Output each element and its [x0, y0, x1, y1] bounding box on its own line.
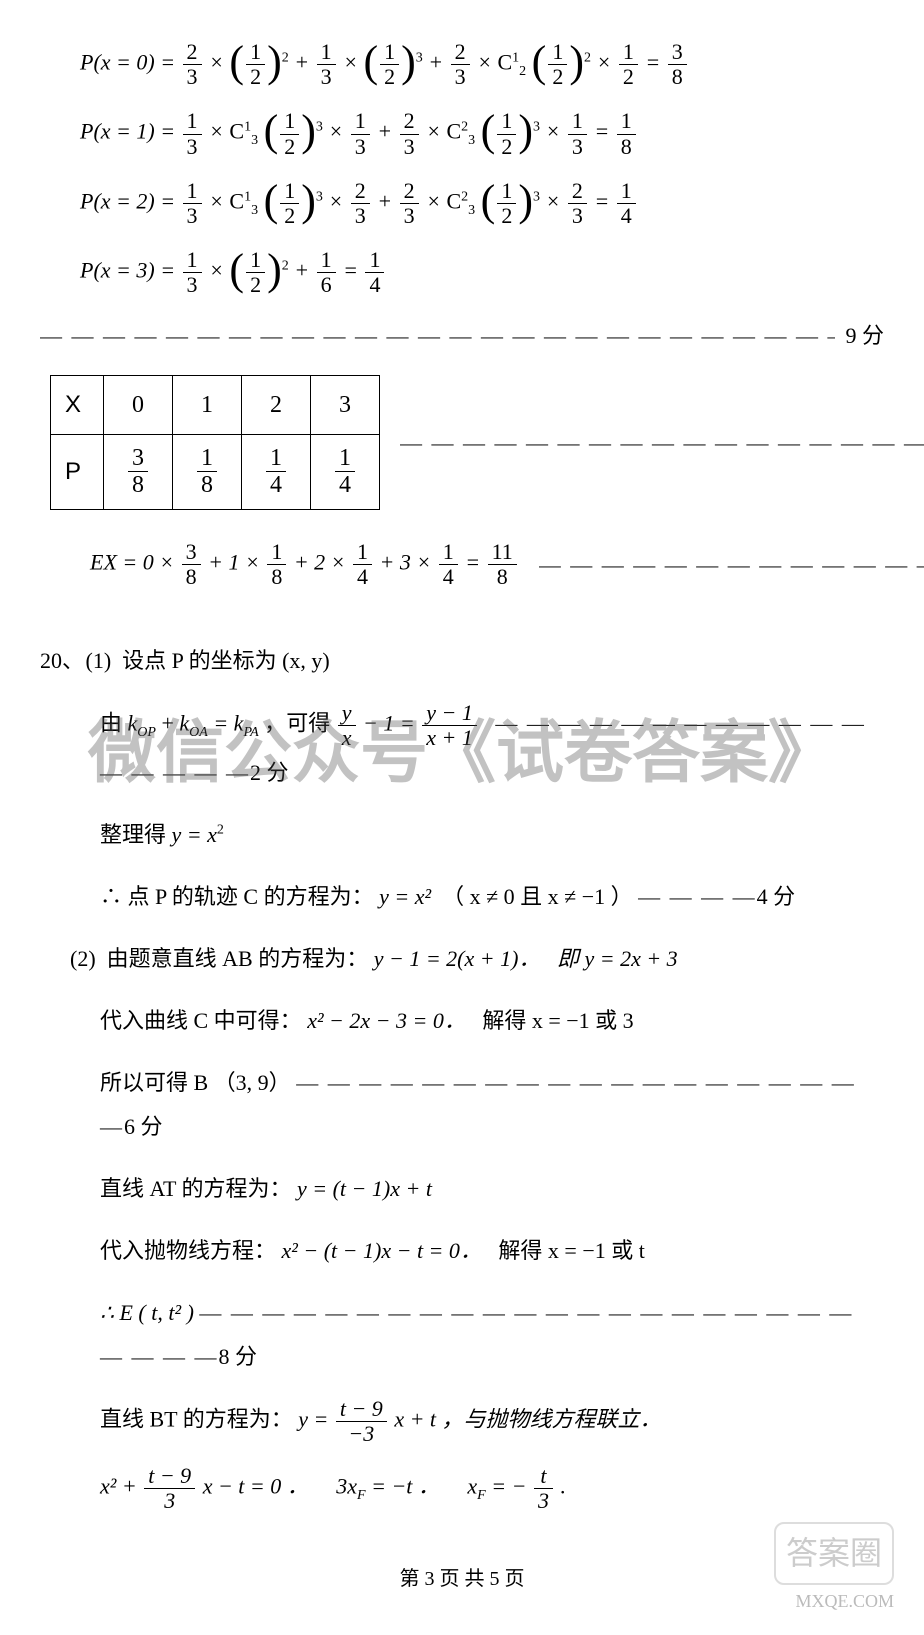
p1-lhs: P(x = 1) =: [80, 119, 175, 144]
score-10: — — — — — — — — — — — — — — — — — 10 分: [400, 425, 924, 460]
text: 设点 P 的坐标为 (x, y): [122, 648, 330, 673]
line: 整理得 y = x2: [100, 813, 884, 857]
score-9: — — — — — — — — — — — — — — — — — — — — …: [40, 318, 884, 353]
cell: 14: [242, 435, 311, 510]
p0-lhs: P(x = 0) =: [80, 50, 175, 75]
cell: 38: [104, 435, 173, 510]
line: ∴ E ( t, t² ) — — — — — — — — — — — — — …: [100, 1291, 884, 1379]
cell: 2: [242, 375, 311, 434]
part-label: (2): [70, 946, 96, 971]
dash: — — — — — — — — — — — — — — — — —: [539, 547, 924, 582]
score-12: — — — — — — — — — — — — — — — — — 12 分: [539, 547, 924, 582]
line: 直线 BT 的方程为： y = t − 9−3 x + t ，与抛物线方程联立．: [100, 1397, 884, 1446]
dash: — — — — — — — — — — — — — — — — — — — — …: [40, 318, 835, 353]
line: (2) 由题意直线 AB 的方程为： y − 1 = 2(x + 1)． 即 y…: [70, 937, 884, 981]
eq-p1: P(x = 1) = 13 × C13 (12)3 × 13 + 23 × C2…: [80, 109, 884, 158]
line: x² + t − 93 x − t = 0 ． 3xF = −t ． xF = …: [100, 1464, 884, 1513]
eq-ex: EX = 0 × 38 + 1 × 18 + 2 × 14 + 3 × 14 =…: [90, 540, 519, 589]
eq-p3: P(x = 3) = 13 × (12)2 + 16 = 14: [80, 248, 884, 297]
cell: 1: [173, 375, 242, 434]
bottom-watermark: MXQE.COM: [795, 1587, 894, 1616]
q20-number: 20、: [40, 639, 80, 683]
line: 代入曲线 C 中可得： x² − 2x − 3 = 0． 解得 x = −1 或…: [100, 999, 884, 1043]
question-20: 微信公众号《试卷答案》 20、 (1) 设点 P 的坐标为 (x, y) 由 k…: [40, 639, 884, 1513]
table-row: P 38 18 14 14: [51, 435, 380, 510]
p3-lhs: P(x = 3) =: [80, 258, 175, 283]
ex-lhs: EX =: [90, 550, 137, 575]
score-label: 9 分: [845, 318, 884, 353]
part-label: (1): [86, 648, 112, 673]
cell: 3: [311, 375, 380, 434]
line: 由 kOP + kOA = kPA ，可得 yx − 1 = y − 1x + …: [100, 701, 884, 794]
corner-watermark: 答案圈: [774, 1522, 894, 1585]
cell: P: [51, 435, 104, 510]
cell: X: [51, 375, 104, 434]
distribution-table: X 0 1 2 3 P 38 18 14 14: [50, 375, 380, 510]
cell: 0: [104, 375, 173, 434]
table-row: X 0 1 2 3: [51, 375, 380, 434]
cell: 18: [173, 435, 242, 510]
dash: — — — — — — — — — — — — — — — — —: [400, 425, 924, 460]
eq-p0: P(x = 0) = 23 × (12)2 + 13 × (12)3 + 23 …: [80, 40, 884, 89]
cell: 14: [311, 435, 380, 510]
eq-p2: P(x = 2) = 13 × C13 (12)3 × 23 + 23 × C2…: [80, 179, 884, 228]
page-number: 第 3 页 共 5 页: [40, 1563, 884, 1595]
line: 所以可得 B （3, 9） — — — — — — — — — — — — — …: [100, 1061, 884, 1149]
table-and-score: X 0 1 2 3 P 38 18 14 14 — — — — — — — — …: [40, 365, 884, 520]
line: ∴ 点 P 的轨迹 C 的方程为： y = x² （ x ≠ 0 且 x ≠ −…: [100, 875, 884, 919]
line: 代入抛物线方程： x² − (t − 1)x − t = 0． 解得 x = −…: [100, 1229, 884, 1273]
line: 直线 AT 的方程为： y = (t − 1)x + t: [100, 1167, 884, 1211]
p2-lhs: P(x = 2) =: [80, 188, 175, 213]
